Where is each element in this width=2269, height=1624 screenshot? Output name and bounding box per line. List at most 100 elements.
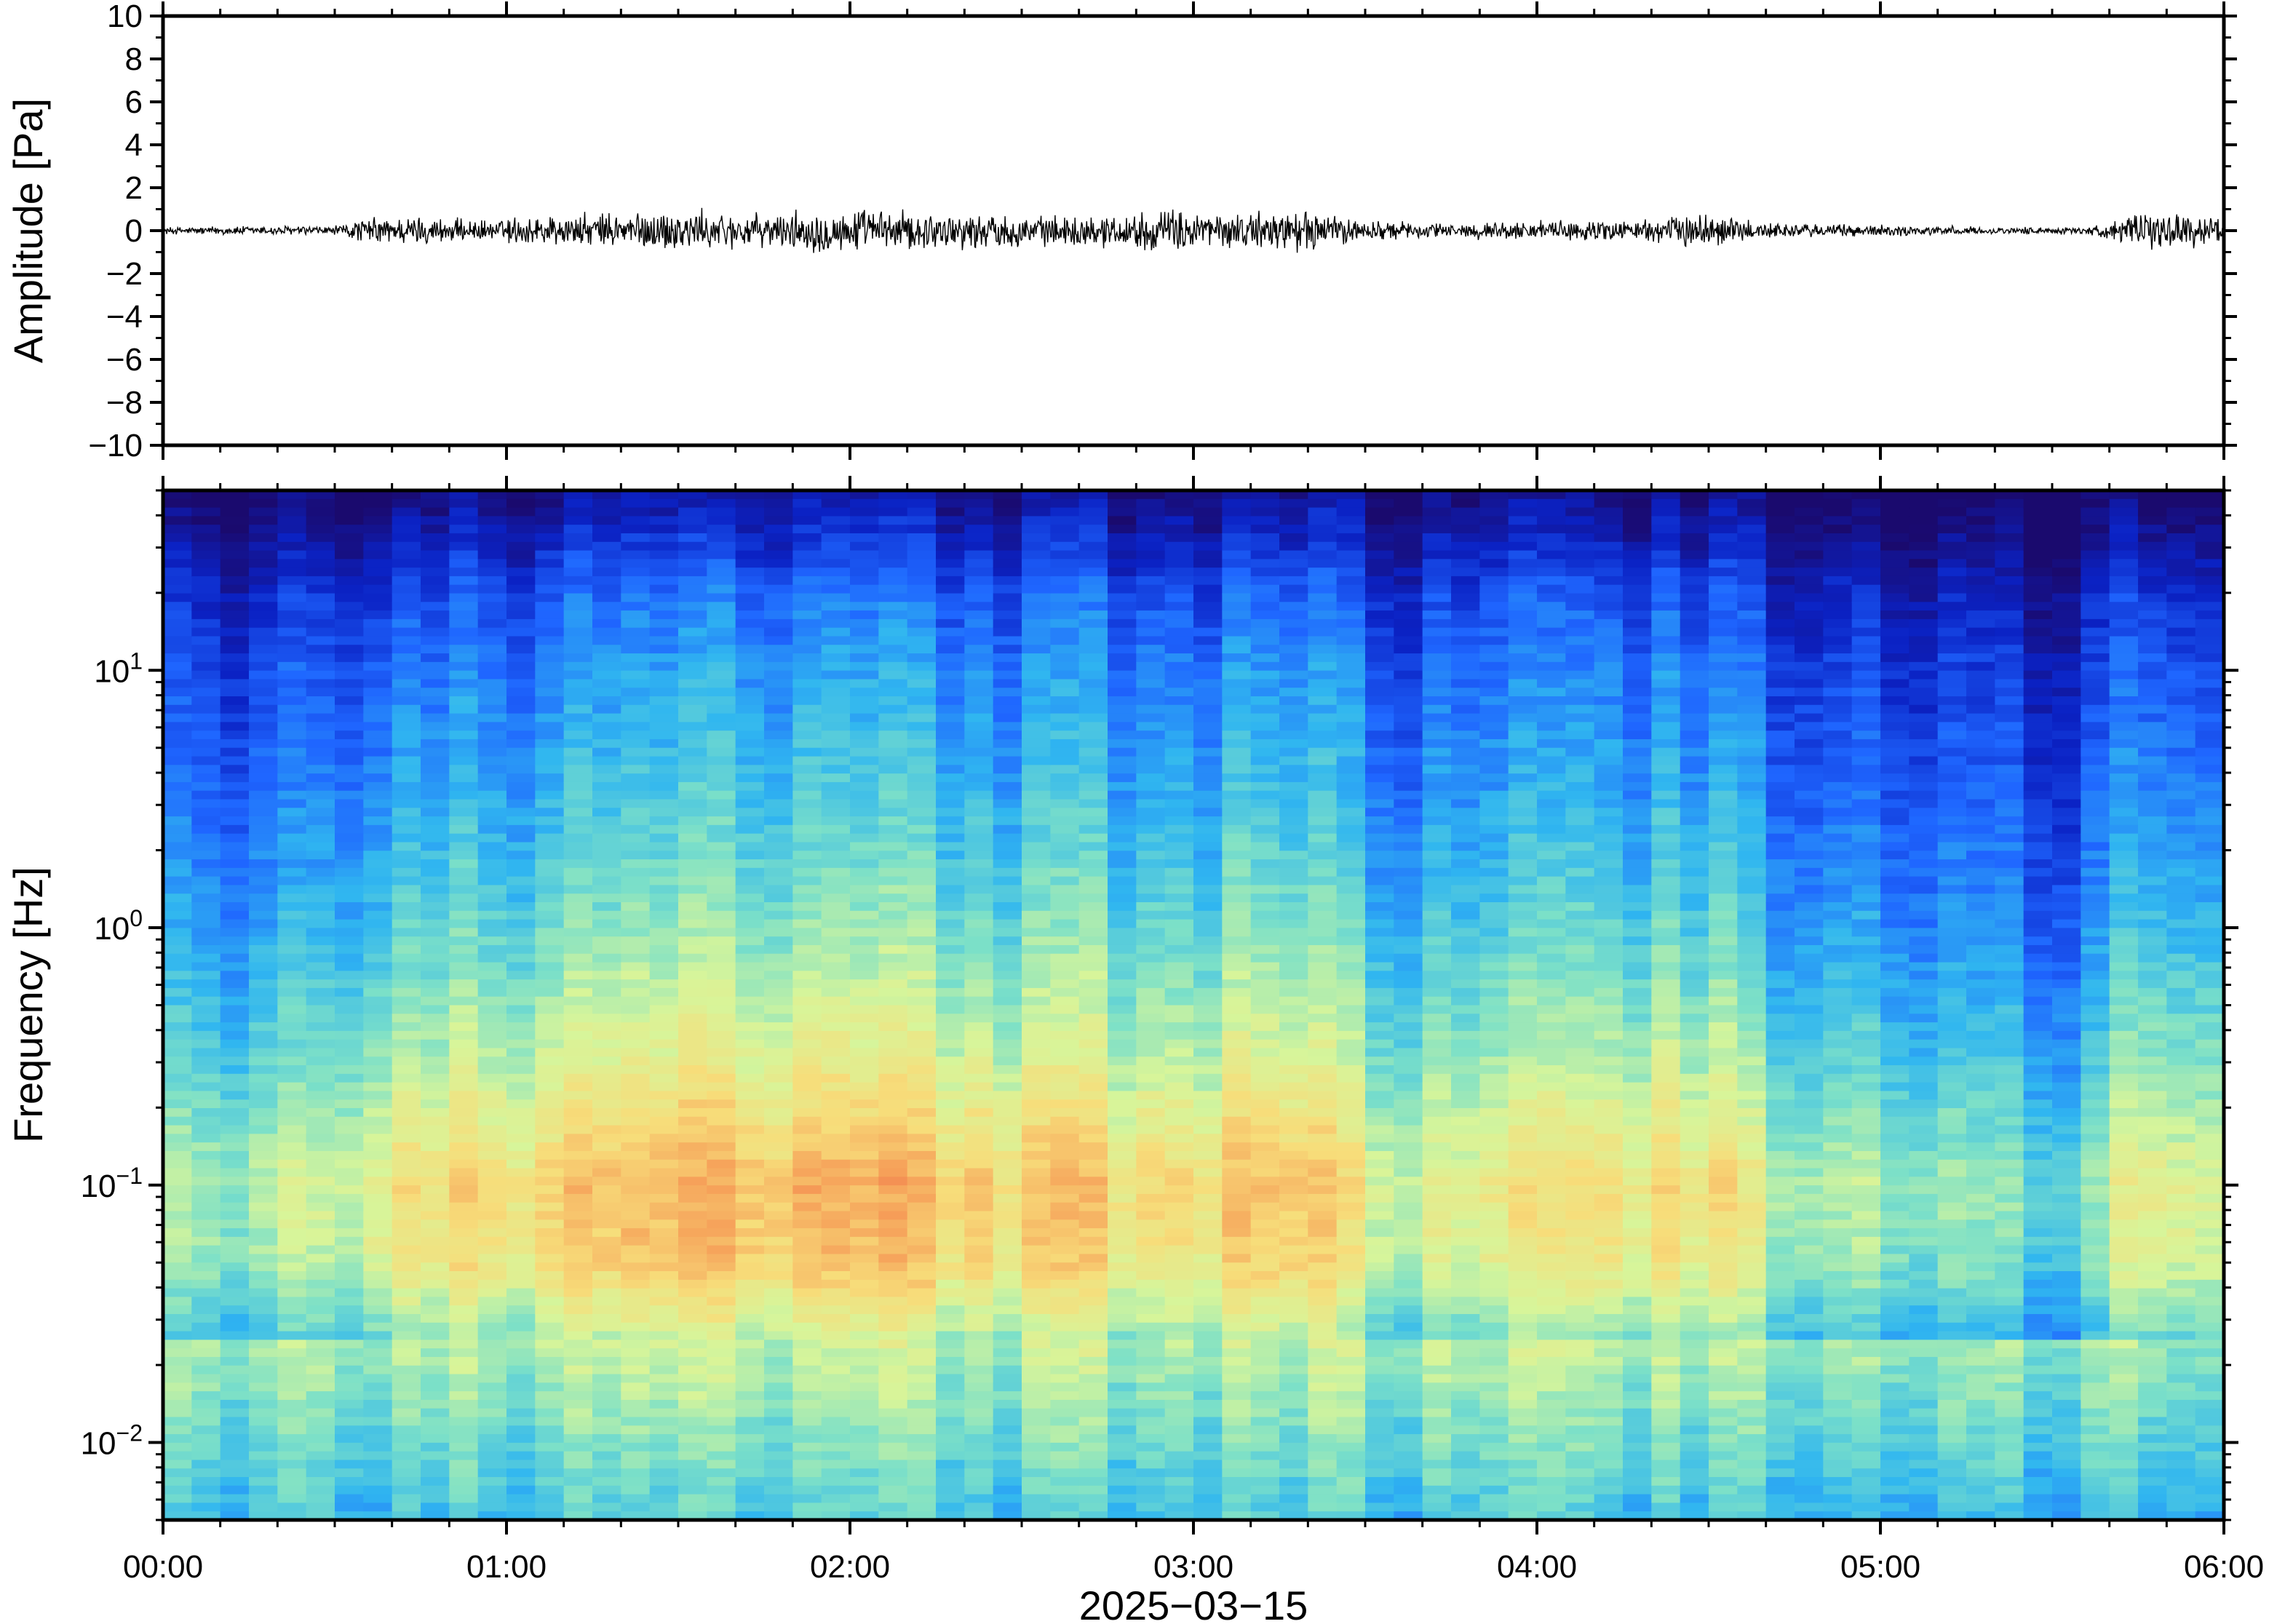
spectrogram-cell [535,679,565,689]
spectrogram-cell [1250,1125,1280,1135]
spectrogram-cell [1022,747,1052,757]
spectrogram-cell [506,979,536,989]
spectrogram-cell [335,1014,365,1023]
spectrogram-cell [1136,1185,1166,1195]
spectrogram-cell [191,688,221,697]
spectrogram-cell [850,593,880,603]
spectrogram-cell [277,962,307,972]
spectrogram-cell [1078,627,1108,637]
spectrogram-cell [392,490,421,500]
spectrogram-cell [936,756,966,766]
spectrogram-cell [1022,1279,1052,1289]
spectrogram-cell [1193,1399,1223,1409]
spectrogram-cell [936,1477,966,1486]
spectrogram-cell [1250,859,1280,869]
spectrogram-cell [907,1297,937,1307]
spectrogram-cell [277,1245,307,1255]
spectrogram-cell [878,1451,908,1461]
spectrogram-cell [1222,971,1252,980]
spectrogram-cell [621,1297,651,1307]
spectrogram-cell [592,781,622,792]
spectrogram-cell [277,928,307,937]
spectrogram-cell [764,756,794,766]
spectrogram-cell [363,541,393,552]
spectrogram-cell [1050,953,1080,963]
spectrogram-cell [306,816,335,826]
spectrogram-cell [1222,576,1252,586]
spectrogram-cell [1050,1494,1080,1504]
spectrogram-cell [449,867,479,877]
spectrogram-cell [678,1005,708,1015]
spectrogram-cell [850,550,880,560]
spectrogram-cell [649,747,679,757]
spectrogram-cell [477,1305,507,1315]
spectrogram-cell [1050,627,1080,637]
spectrogram-cell [335,688,365,697]
spectrogram-cell [1050,1245,1080,1255]
spectrogram-cell [506,781,536,792]
spectrogram-cell [1222,1442,1252,1452]
spectrogram-cell [220,765,250,774]
spectrogram-cell [821,1125,851,1135]
spectrogram-cell [277,696,307,706]
spectrogram-cell [1108,618,1137,629]
spectrogram-cell [163,568,193,577]
spectrogram-cell [878,1134,908,1143]
spectrogram-cell [678,1262,708,1272]
spectrogram-cell [621,842,651,852]
spectrogram-cell [1308,790,1338,800]
spectrogram-cell [1250,902,1280,912]
spectrogram-cell [449,996,479,1006]
spectrogram-cell [735,1091,765,1101]
spectrogram-cell [907,816,937,826]
spectrogram-cell [477,688,507,697]
spectrogram-cell [1250,781,1280,792]
spectrogram-cell [1164,1022,1194,1032]
spectrogram-cell [277,498,307,509]
spectrogram-cell [449,1460,479,1470]
spectrogram-cell [535,1056,565,1066]
spectrogram-cell [335,645,365,654]
spectrogram-cell [907,781,937,792]
spectrogram-cell [678,1056,708,1066]
spectrogram-cell [421,1365,450,1375]
spectrogram-cell [1022,1108,1052,1118]
spectrogram-cell [1136,739,1166,749]
spectrogram-cell [306,1477,335,1486]
spectrogram-cell [878,747,908,757]
spectrogram-cell [1222,876,1252,886]
spectrogram-cell [535,971,565,980]
spectrogram-cell [1136,808,1166,817]
spectrogram-cell [277,1185,307,1195]
spectrogram-cell [563,688,593,697]
spectrogram-cell [764,490,794,500]
spectrogram-cell [449,824,479,835]
spectrogram-cell [477,1348,507,1358]
spectrogram-cell [535,1408,565,1418]
spectrogram-cell [506,996,536,1006]
spectrogram-cell [1022,833,1052,843]
spectrogram-cell [649,1262,679,1272]
spectrogram-cell [1279,516,1309,525]
spectrogram-cell [249,679,279,689]
spectrogram-cell [1050,688,1080,697]
spectrogram-cell [421,661,450,672]
spectrogram-cell [1164,936,1194,946]
spectrogram-cell [735,568,765,577]
spectrogram-cell [1222,1116,1252,1126]
spectrogram-cell [1022,1477,1052,1486]
spectrogram-cell [220,773,250,783]
spectrogram-cell [191,739,221,749]
spectrogram-cell [220,739,250,749]
spectrogram-cell [1250,525,1280,534]
spectrogram-cell [335,490,365,500]
spectrogram-cell [392,618,421,629]
spectrogram-cell [707,688,736,697]
spectrogram-cell [477,1254,507,1264]
spectrogram-cell [649,1417,679,1427]
spectrogram-cell [936,516,966,525]
spectrogram-cell [1193,1254,1223,1264]
spectrogram-cell [506,1108,536,1118]
spectrogram-cell [1164,902,1194,912]
spectrogram-cell [649,1014,679,1023]
